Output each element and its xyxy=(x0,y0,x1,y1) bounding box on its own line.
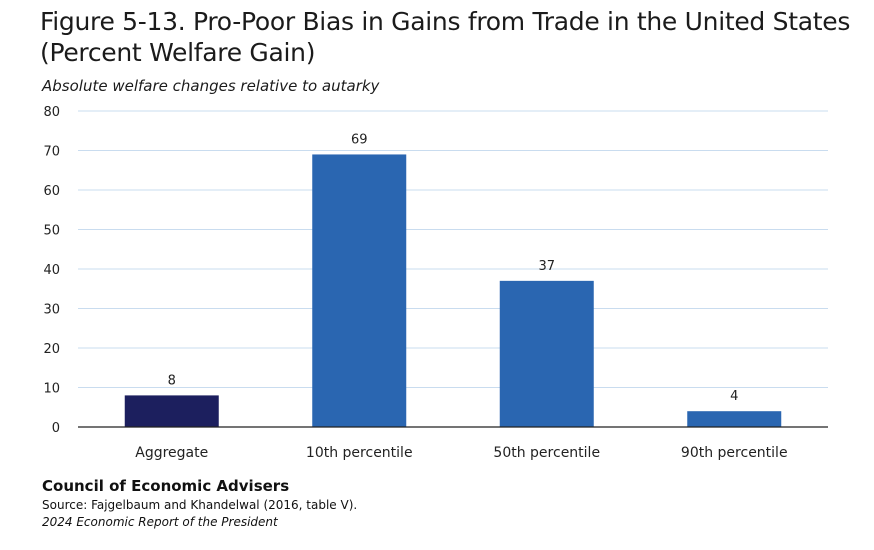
gridlines xyxy=(78,110,828,388)
x-axis-ticks: Aggregate 10th percentile 50th percentile 9… xyxy=(135,445,787,461)
y-tick-label: 50 xyxy=(43,224,60,239)
x-tick-label: 50th percentile xyxy=(493,445,600,461)
bar-chart: 0 10 20 30 40 50 60 70 80 8 69 37 4 Aggregate 10th p… xyxy=(43,105,828,461)
chart-subtitle: Absolute welfare changes relative to aut… xyxy=(42,77,380,95)
y-tick-label: 80 xyxy=(43,105,60,120)
bar xyxy=(499,280,594,427)
x-tick-label: 10th percentile xyxy=(306,445,413,461)
data-label: 4 xyxy=(730,389,738,404)
y-tick-label: 30 xyxy=(43,303,60,318)
data-label: 8 xyxy=(168,373,176,388)
y-tick-label: 20 xyxy=(43,342,60,357)
y-axis-ticks: 0 10 20 30 40 50 60 70 80 xyxy=(43,105,60,436)
y-tick-label: 70 xyxy=(43,145,60,160)
data-label: 37 xyxy=(538,259,555,274)
footer-source: Source: Fajgelbaum and Khandelwal (2016,… xyxy=(42,498,358,512)
bar xyxy=(312,154,407,427)
footer: Council of Economic Advisers Source: Faj… xyxy=(42,476,357,531)
footer-publication: 2024 Economic Report of the President xyxy=(42,515,278,529)
data-label: 69 xyxy=(351,132,368,147)
x-tick-label: 90th percentile xyxy=(681,445,788,461)
y-tick-label: 60 xyxy=(43,184,60,199)
y-tick-label: 10 xyxy=(43,382,60,397)
footer-organization: Council of Economic Advisers xyxy=(42,477,290,495)
bars xyxy=(124,154,782,427)
x-tick-label: Aggregate xyxy=(135,445,208,461)
bar xyxy=(124,395,219,427)
data-labels: 8 69 37 4 xyxy=(168,132,739,404)
y-tick-label: 0 xyxy=(52,421,60,436)
y-tick-label: 40 xyxy=(43,263,60,278)
chart-title: Figure 5-13. Pro-Poor Bias in Gains from… xyxy=(40,7,851,67)
bar xyxy=(687,411,782,427)
